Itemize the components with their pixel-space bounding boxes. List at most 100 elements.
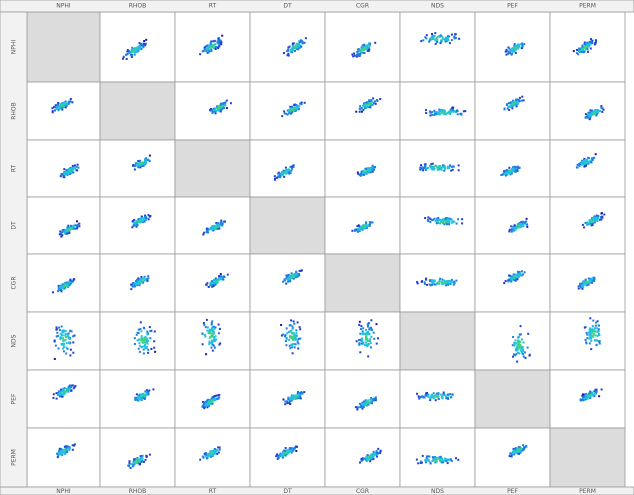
cloud-dot [366,331,369,334]
cloud-dot [58,233,61,236]
cloud-dot [433,279,436,282]
cloud-dot [287,52,290,55]
cloud-dot [209,452,212,455]
cloud-dot [146,389,148,392]
cloud-dot [588,331,590,334]
cloud-dot [291,448,293,451]
cloud-dot [63,284,66,287]
cloud-dot [447,221,450,224]
cloud-dot [300,269,303,272]
cloud-dot [441,394,444,397]
cloud-dot [289,166,292,168]
diagonal-panel [99,81,176,141]
cloud-dot [369,460,372,463]
cloud-dot [212,226,214,229]
cloud-dot [515,169,517,172]
cloud-dot [431,33,433,35]
cloud-dot [525,217,528,220]
cloud-dot [360,328,362,331]
cloud-dot [128,50,131,53]
cloud-dot [210,329,213,332]
cloud-dot [292,447,295,450]
cloud-dot [365,167,367,170]
cloud-dot [507,280,510,283]
cloud-dot [452,220,455,223]
cloud-dot [586,114,589,117]
cloud-dot [357,224,360,227]
cloud-dot [56,452,59,455]
cloud-dot [291,105,293,108]
cloud-dot [144,341,147,344]
cloud-dot [289,335,292,337]
cloud-dot [142,42,145,45]
cloud-dot [516,278,519,281]
cloud-dot [205,229,208,231]
cloud-dot [588,113,591,116]
cloud-dot [442,166,445,168]
cloud-dot [296,273,299,276]
cloud-dot [448,221,451,224]
cloud-dot [58,448,61,451]
cloud-dot [54,344,57,347]
cloud-dot [595,216,598,219]
cloud-dot [294,343,297,346]
cloud-dot [435,111,438,114]
cloud-dot [142,461,145,463]
cloud-dot [513,168,516,171]
cloud-dot [137,399,140,402]
cloud-dot [62,393,65,396]
cloud-dot [521,45,524,48]
cloud-dot [508,109,511,111]
column-label: RT [209,3,217,10]
cloud-dot [446,222,448,224]
cloud-dot [212,330,215,333]
cloud-dot [445,284,447,287]
cloud-dot [437,392,440,395]
cloud-dot [518,99,521,102]
cloud-dot [298,41,301,44]
cloud-dot [211,343,214,346]
cloud-dot [441,38,444,41]
cloud-dot [220,109,222,112]
cloud-dot [513,43,516,45]
cloud-dot [60,392,63,395]
cloud-dot [363,44,366,47]
cloud-dot [153,340,156,343]
cloud-dot [514,449,517,452]
cloud-dot [219,110,222,113]
cloud-dot [211,284,214,287]
cloud-dot [509,103,512,105]
cloud-dot [69,341,72,344]
cloud-dot [205,353,208,356]
cloud-dot [59,333,62,335]
cloud-dot [286,453,288,456]
cloud-dot [511,47,514,50]
cloud-dot [436,168,439,171]
cloud-dot [282,280,284,283]
cloud-dot [454,37,457,39]
cloud-dot [209,332,212,335]
cloud-dot [135,225,138,228]
cloud-dot [367,167,369,170]
cloud-dot [370,346,372,349]
cloud-dot [521,225,524,228]
cloud-dot [594,327,597,330]
cloud-dot [593,279,596,282]
cloud-dot [584,162,587,165]
cloud-dot [289,105,292,108]
cloud-dot [59,395,62,398]
cloud-dot [359,461,361,464]
cloud-dot [142,164,145,167]
cloud-dot [374,102,377,105]
cloud-dot [443,459,446,462]
cloud-dot [515,102,517,105]
cloud-dot [145,455,148,458]
cloud-dot [125,53,127,56]
cloud-dot [591,223,594,226]
cloud-dot [284,334,287,337]
cloud-dot [206,399,209,402]
cloud-dot [302,41,305,44]
cloud-dot [418,397,421,400]
cloud-dot [137,347,140,350]
cloud-dot [277,455,280,458]
